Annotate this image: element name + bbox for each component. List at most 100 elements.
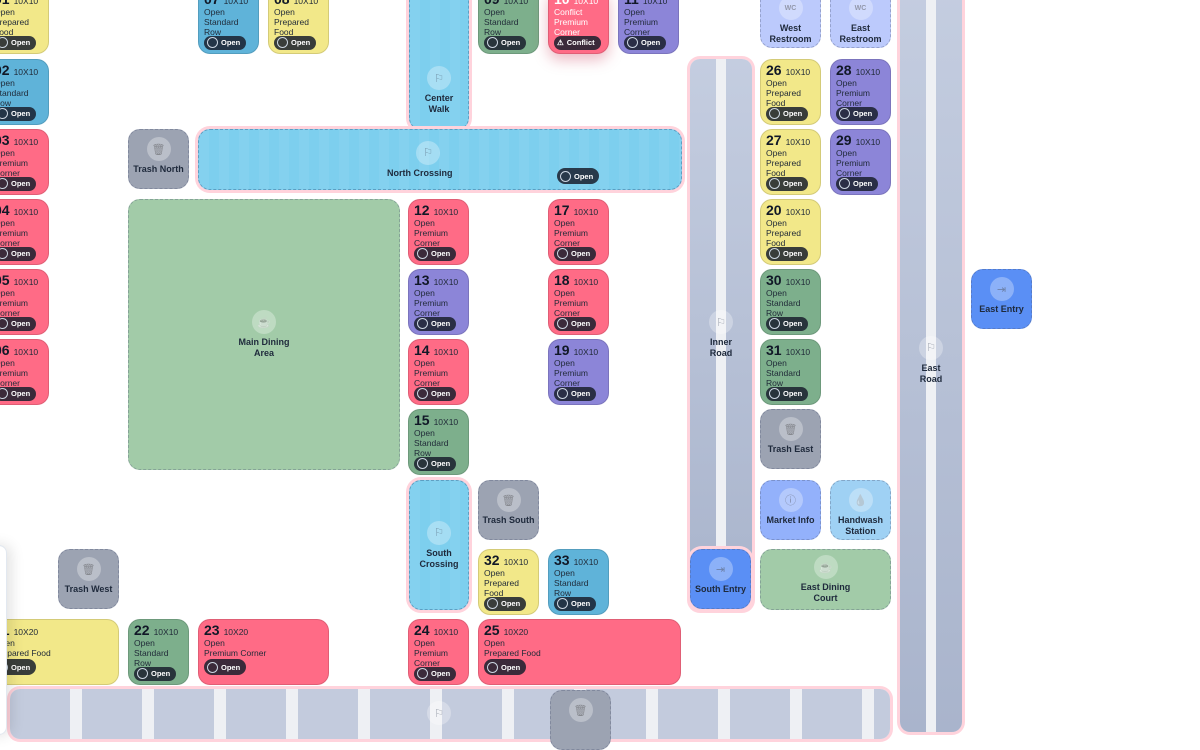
stall-03[interactable]: 0310X10 Open Premium Corner Open [0,129,49,195]
stall-status: Open [414,288,435,298]
stall-number: 31 [766,342,782,358]
trash-icon: 🗑 [568,698,593,722]
status-ring-icon [417,458,428,470]
stall-size: 10X10 [855,137,881,147]
east-entry[interactable]: ⇥ East Entry [971,269,1032,329]
stall-27[interactable]: 27 10X10 Open Prepared Food Open [760,129,821,195]
stall-size: 10X10 [573,207,599,217]
stall-size: 10X10 [785,67,811,77]
stall-24[interactable]: 24 10X10 Open Premium Corner Open [408,619,469,685]
stall-06[interactable]: 0610X10 Open Premium Corner Open [0,339,49,405]
stall-header: 0710X10 [204,0,248,7]
stall-number: 27 [766,132,782,148]
east-restroom[interactable]: WC East Restroom [830,0,891,48]
status-badge-label: Open [501,662,521,672]
status-badge-label: Open [431,389,451,399]
south-road[interactable]: ⚐ [10,689,890,739]
amenity-label: East Restroom [839,23,882,44]
stall-21[interactable]: 2110X20 Open Prepared Food Open [0,619,119,685]
stall-17[interactable]: 17 10X10 Open Premium Corner Open [548,199,609,265]
stall-15[interactable]: 15 10X10 Open Standard Row Open [408,409,469,475]
main-dining-area[interactable]: ☕ Main Dining Area [128,199,400,470]
stall-number: 22 [134,622,150,638]
stall-status: Open [836,78,857,88]
north-crossing[interactable]: ⚐ North Crossing Open [198,129,682,190]
stall-status: Open [0,288,15,298]
stall-04[interactable]: 0410X10 Open Premium Corner Open [0,199,49,265]
stall-07[interactable]: 0710X10 Open Standard Row Open [198,0,259,54]
status-ring-icon [207,661,218,673]
market-info[interactable]: ⓘ Market Info [760,480,821,540]
stall-08[interactable]: 0810X10 Open Prepared Food Open [268,0,329,54]
stall-13[interactable]: 13 10X10 Open Premium Corner Open [408,269,469,335]
status-badge: Open [766,176,809,191]
stall-category: Standard Row [554,578,589,596]
stall-29[interactable]: 29 10X10 Open Premium Corner Open [830,129,891,195]
east-dining-court[interactable]: ☕ East Dining Court [760,549,891,610]
stall-23[interactable]: 23 10X20 Open Premium Corner Open [198,619,329,685]
stall-11[interactable]: 1110X10 Open Premium Corner Open [618,0,679,54]
status-badge: Open [766,106,809,121]
cup-icon: ☕ [252,310,276,334]
status-badge-label: Open [431,669,451,679]
stall-size: 10X10 [153,627,179,637]
stall-33[interactable]: 33 10X10 Open Standard Row Open [548,549,609,615]
stall-10[interactable]: 1010X10 Conflict Premium Corner ⚠Conflic… [548,0,609,54]
road-stripe [926,0,936,732]
stall-19[interactable]: 19 10X10 Open Premium Corner Open [548,339,609,405]
stall-size: 10X10 [433,347,459,357]
stall-26[interactable]: 26 10X10 Open Prepared Food Open [760,59,821,125]
stall-25[interactable]: 25 10X20 Open Prepared Food Open [478,619,681,685]
handwash-station[interactable]: 💧 Handwash Station [830,480,891,540]
trash-north[interactable]: 🗑 Trash North [128,129,189,189]
stall-category: Standard Row [134,648,169,666]
stall-header: 20 10X10 [766,203,810,218]
stall-30[interactable]: 30 10X10 Open Standard Row Open [760,269,821,335]
stall-status: Open [204,7,225,17]
stall-status: Open [766,288,787,298]
status-ring-icon [557,318,568,330]
status-ring-icon [487,37,498,49]
stall-number: 10 [554,0,570,7]
trash-west[interactable]: 🗑 Trash West [58,549,119,609]
west-restroom[interactable]: WC West Restroom [760,0,821,48]
bottom-trash[interactable]: 🗑 [550,690,611,750]
stall-status: Open [766,148,787,158]
trash-south[interactable]: 🗑 Trash South [478,480,539,540]
stall-category: Premium Corner [414,298,449,316]
status-badge-label: Open [221,38,241,48]
trash-east[interactable]: 🗑 Trash East [760,409,821,469]
stall-status: Open [274,7,295,17]
stall-14[interactable]: 14 10X10 Open Premium Corner Open [408,339,469,405]
stall-header: 18 10X10 [554,273,598,288]
center-walk[interactable]: ⚐ Center Walk [409,0,469,130]
status-badge-label: Open [11,38,31,48]
stall-category: Premium Corner [414,368,449,386]
stall-number: 06 [0,342,10,358]
stall-18[interactable]: 18 10X10 Open Premium Corner Open [548,269,609,335]
stall-category: Standard Row [766,368,801,386]
stall-category: Prepared Food [766,228,801,246]
stall-22[interactable]: 22 10X10 Open Standard Row Open [128,619,189,685]
entry-icon: ⇥ [989,277,1014,301]
stall-01[interactable]: 0110X10 Open Prepared Food Open [0,0,49,54]
east-road[interactable]: ⚐ East Road [900,0,962,732]
stall-05[interactable]: 0510X10 Open Premium Corner Open [0,269,49,335]
stall-size: 10X10 [433,207,459,217]
inner-road[interactable]: ⚐ Inner Road [690,59,752,610]
status-badge-label: Open [571,319,591,329]
south-entry[interactable]: ⇥ South Entry [690,549,751,609]
stall-20[interactable]: 20 10X10 Open Prepared Food Open [760,199,821,265]
stall-28[interactable]: 28 10X10 Open Premium Corner Open [830,59,891,125]
stall-header: 23 10X20 [204,623,248,638]
status-badge-label: Open [571,599,591,609]
status-badge: Open [554,386,597,401]
stall-02[interactable]: 0210X10 Open Standard Row Open [0,59,49,125]
stall-size: 10X10 [13,207,39,217]
stall-09[interactable]: 0910X10 Open Standard Row Open [478,0,539,54]
stall-number: 15 [414,412,430,428]
stall-12[interactable]: 12 10X10 Open Premium Corner Open [408,199,469,265]
stall-31[interactable]: 31 10X10 Open Standard Row Open [760,339,821,405]
south-crossing[interactable]: ⚐ South Crossing [409,480,469,610]
stall-32[interactable]: 32 10X10 Open Prepared Food Open [478,549,539,615]
